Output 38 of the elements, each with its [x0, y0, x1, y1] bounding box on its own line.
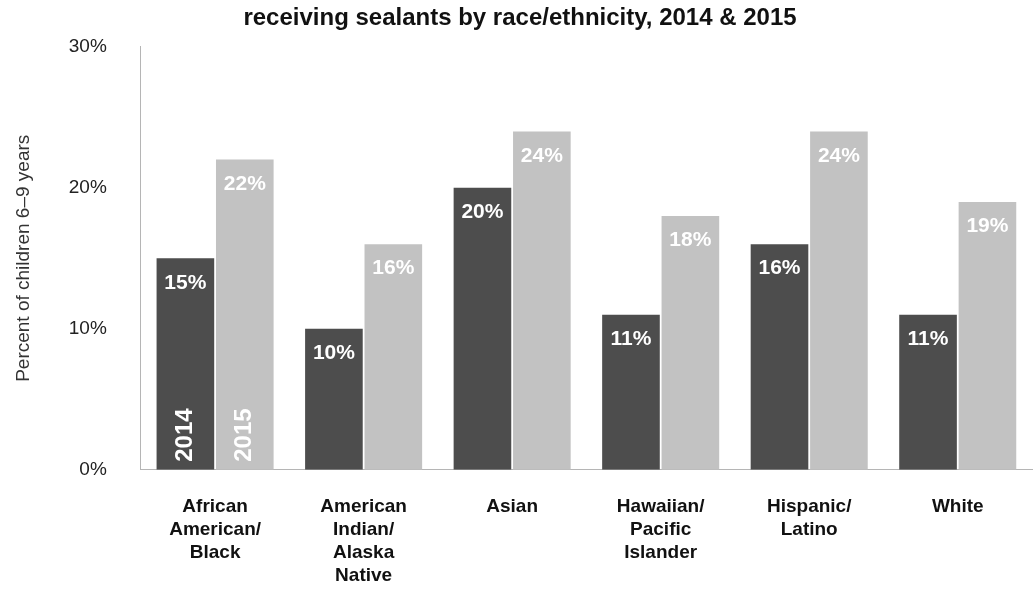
data-label: 24%: [520, 142, 564, 166]
data-label: 16%: [758, 255, 801, 279]
bar: [215, 159, 274, 470]
series-label: 2015: [229, 408, 257, 462]
x-tick-label: Hawaiian/Pacific Islander: [616, 495, 706, 563]
y-tick-label: 30%: [68, 35, 107, 57]
x-tick-label: African American/Black: [169, 495, 262, 563]
series-label: 2014: [170, 407, 198, 462]
data-label: 15%: [164, 269, 207, 293]
y-tick-label: 0%: [79, 458, 107, 480]
bar: [958, 201, 1017, 470]
y-tick-label: 20%: [68, 176, 107, 198]
data-label: 22%: [223, 170, 267, 194]
data-label: 18%: [669, 227, 712, 251]
data-label: 19%: [966, 213, 1009, 237]
data-label: 11%: [907, 326, 949, 349]
x-tick-label: Asian: [486, 495, 539, 517]
bar: [602, 314, 660, 470]
y-axis-title: Percent of children 6–9 years: [11, 134, 33, 382]
data-label: 11%: [610, 326, 652, 349]
x-tick-label: White: [931, 495, 984, 517]
bar: [513, 131, 571, 470]
bar: [810, 131, 868, 470]
y-tick-label: 10%: [68, 317, 107, 339]
bar: [453, 187, 512, 470]
data-label: 10%: [312, 340, 356, 364]
bar: [156, 258, 215, 470]
bar: [899, 314, 957, 470]
bar: [661, 216, 720, 470]
data-label: 20%: [461, 199, 504, 223]
x-tick-label: American Indian/Alaska Native: [320, 495, 407, 585]
bar: [305, 328, 363, 470]
chart-title: receiving sealants by race/ethnicity, 2014 & 2015: [243, 3, 797, 31]
data-label: 16%: [372, 255, 415, 279]
bar: [750, 244, 809, 470]
data-label: 24%: [817, 142, 861, 166]
bar: [364, 244, 423, 470]
x-tick-label: Hispanic/Latino: [766, 495, 853, 540]
